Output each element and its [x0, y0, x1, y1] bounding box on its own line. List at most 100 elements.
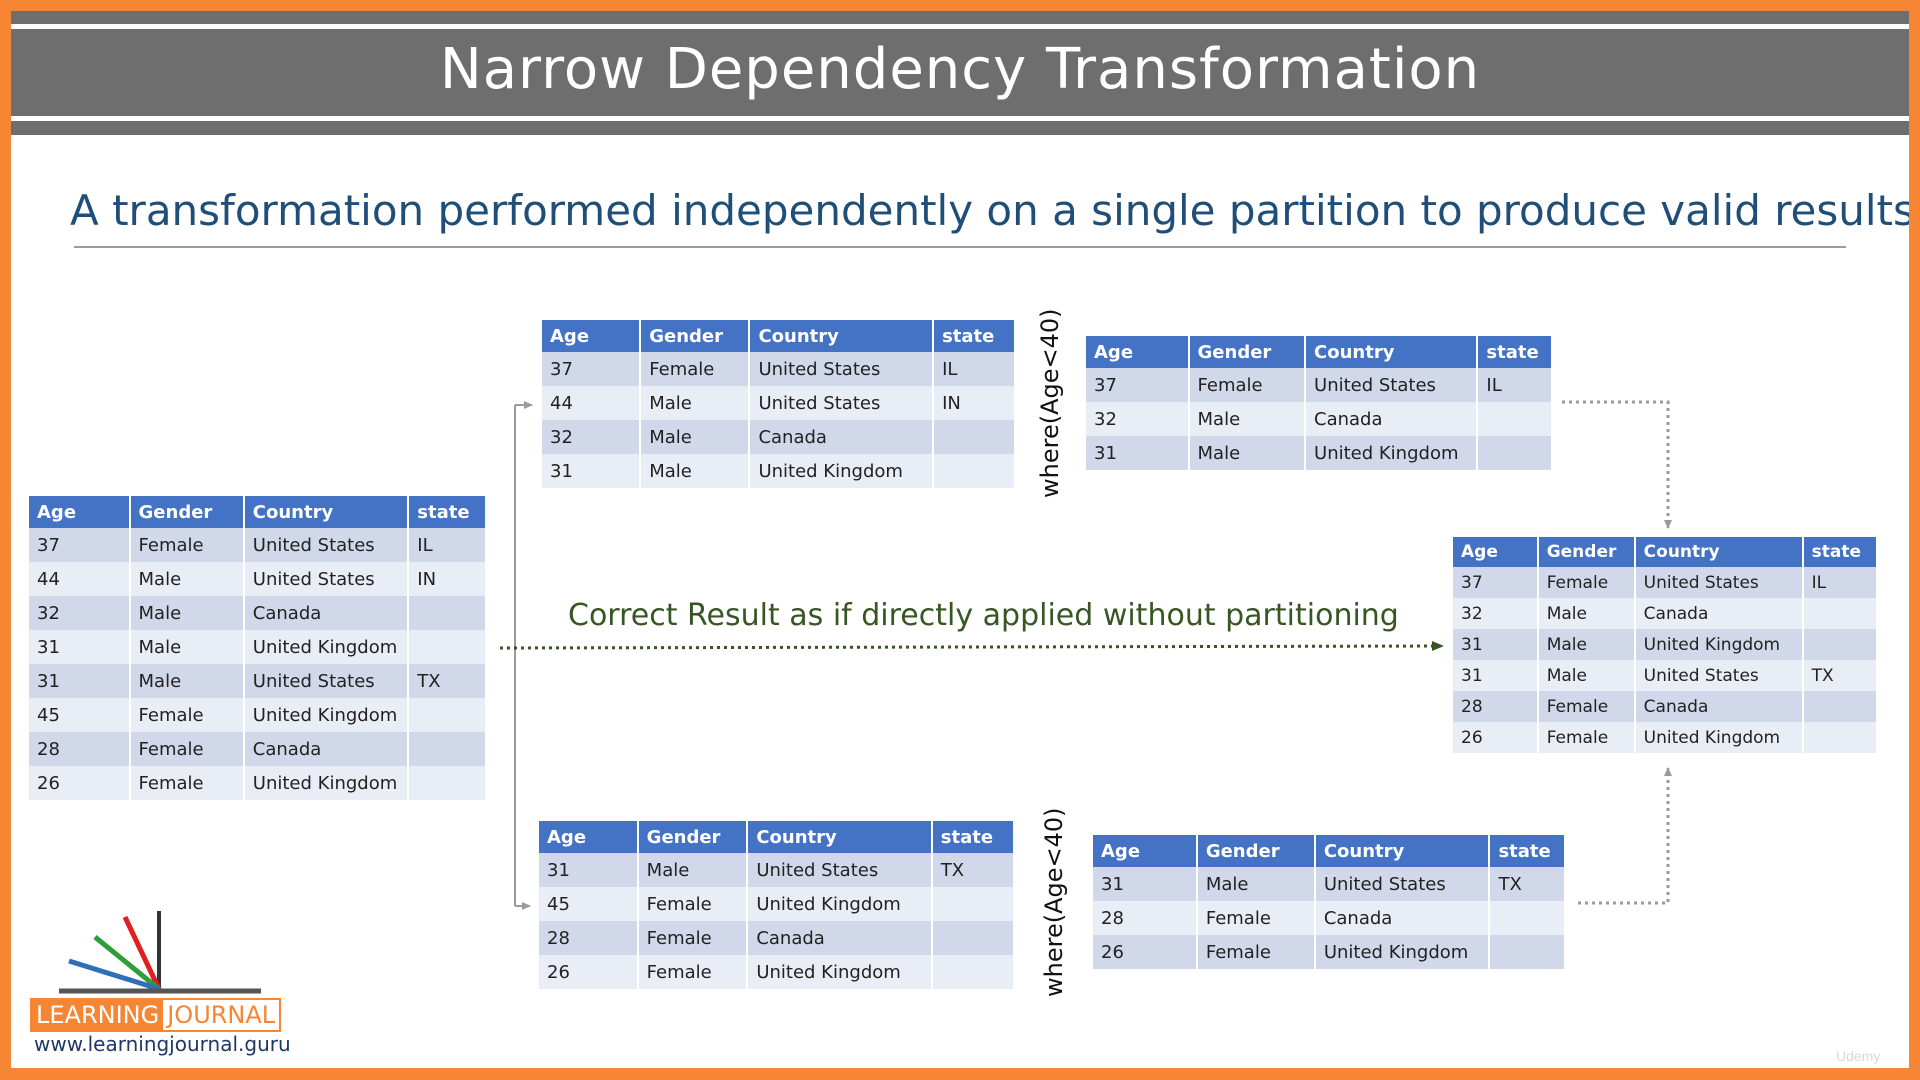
partition-1-table: Age Gender Country state 37 Female United Stat… — [542, 320, 1016, 488]
table-cell: United States — [1305, 368, 1479, 402]
table-cell: United Kingdom — [243, 766, 410, 800]
table-cell — [1477, 402, 1553, 436]
table-cell: TX — [1802, 660, 1879, 691]
column-header: state — [1477, 336, 1553, 368]
table-row: 32 Male Canada — [1453, 598, 1879, 629]
table-cell: Male — [129, 596, 245, 630]
column-header: Gender — [640, 320, 751, 352]
logo-part-learning: LEARNING — [32, 1000, 164, 1030]
table-cell — [1802, 722, 1879, 753]
table-cell: 32 — [29, 596, 131, 630]
table-cell: 28 — [29, 732, 131, 766]
table-cell: Canada — [243, 596, 410, 630]
table-row: 37 Female United States IL — [29, 528, 487, 562]
table-cell: United States — [243, 528, 410, 562]
table-row: 37 Female United States IL — [1453, 567, 1879, 598]
column-header: Gender — [129, 496, 245, 528]
partition-2-table: Age Gender Country state 31 Male United States… — [539, 821, 1016, 989]
table-cell: United Kingdom — [243, 630, 410, 664]
table-cell: IL — [408, 528, 487, 562]
table-row: 26 Female United Kingdom — [1093, 935, 1566, 969]
table-cell: United States — [749, 352, 935, 386]
table-cell: United Kingdom — [747, 955, 933, 989]
table-cell: 28 — [539, 921, 639, 955]
table-cell: Canada — [1305, 402, 1479, 436]
table-cell: Female — [1537, 567, 1636, 598]
table-cell: 31 — [1453, 660, 1539, 691]
table-cell: 32 — [1453, 598, 1539, 629]
table-row: 44 Male United States IN — [542, 386, 1016, 420]
table-cell: Female — [1196, 901, 1316, 935]
table-row: 28 Female Canada — [539, 921, 1016, 955]
table-cell: Female — [1188, 368, 1307, 402]
table-cell — [1802, 691, 1879, 722]
table-cell: Female — [129, 528, 245, 562]
column-header: Age — [1453, 537, 1539, 567]
table-cell: 37 — [1086, 368, 1190, 402]
table-cell: 26 — [29, 766, 131, 800]
column-header: state — [933, 320, 1016, 352]
table-cell: United States — [1634, 660, 1804, 691]
column-header: Country — [243, 496, 410, 528]
table-cell — [408, 732, 487, 766]
table-cell: Male — [640, 420, 751, 454]
table-row: 31 Male United States TX — [539, 853, 1016, 887]
table-cell: Female — [637, 955, 749, 989]
table-cell: Female — [129, 698, 245, 732]
table-cell: 37 — [29, 528, 131, 562]
column-header: Country — [747, 821, 933, 853]
column-header: Gender — [1537, 537, 1636, 567]
table-cell: 44 — [542, 386, 642, 420]
column-header: state — [408, 496, 487, 528]
direct-result-arrow — [499, 641, 1444, 652]
table-row: 37 Female United States IL — [1086, 368, 1553, 402]
table-cell: Female — [637, 921, 749, 955]
table-cell: 31 — [539, 853, 639, 887]
column-header: Country — [1305, 336, 1479, 368]
logo-graphic — [59, 911, 261, 994]
table-cell: United Kingdom — [1314, 935, 1491, 969]
logo-wordmark: LEARNING JOURNAL — [30, 998, 282, 1032]
table-cell: 31 — [1086, 436, 1190, 470]
table-cell: United States — [243, 664, 410, 698]
table-cell: IL — [1477, 368, 1553, 402]
merge-arrow-bottom — [1578, 767, 1672, 905]
column-header: state — [931, 821, 1016, 853]
table-cell — [408, 630, 487, 664]
table-cell: Canada — [1314, 901, 1491, 935]
watermark: Udemy — [1836, 1048, 1881, 1064]
table-cell: United States — [749, 386, 935, 420]
table-row: 28 Female Canada — [1093, 901, 1566, 935]
table-cell: Male — [1188, 436, 1307, 470]
table-cell: 31 — [29, 664, 131, 698]
table-cell: 31 — [29, 630, 131, 664]
column-header: Country — [1314, 835, 1491, 867]
table-cell: Female — [129, 732, 245, 766]
table-cell: Male — [1537, 660, 1636, 691]
filter-label-bottom: where(Age<40) — [1040, 807, 1068, 997]
result-label: Correct Result as if directly applied wi… — [568, 598, 1399, 633]
column-header: Country — [749, 320, 935, 352]
table-row: 32 Male Canada — [542, 420, 1016, 454]
filtered-partition-2-table: Age Gender Country state 31 Male United States… — [1093, 835, 1566, 969]
table-cell: United Kingdom — [1634, 629, 1804, 660]
table-cell: 28 — [1093, 901, 1198, 935]
table-cell: Female — [129, 766, 245, 800]
table-cell: 45 — [539, 887, 639, 921]
table-cell: United States — [747, 853, 933, 887]
table-cell: 44 — [29, 562, 131, 596]
table-cell: 26 — [1093, 935, 1198, 969]
table-cell: Canada — [243, 732, 410, 766]
table-row: 32 Male Canada — [29, 596, 487, 630]
filtered-partition-1-table: Age Gender Country state 37 Female United Stat… — [1086, 336, 1553, 470]
column-header: Age — [539, 821, 639, 853]
table-row: 31 Male United Kingdom — [1453, 629, 1879, 660]
table-cell: Male — [640, 386, 751, 420]
table-cell: United States — [243, 562, 410, 596]
table-cell — [931, 921, 1016, 955]
title-band — [11, 11, 1909, 135]
table-cell: 26 — [1453, 722, 1539, 753]
table-cell: 37 — [1453, 567, 1539, 598]
table-cell: United Kingdom — [243, 698, 410, 732]
